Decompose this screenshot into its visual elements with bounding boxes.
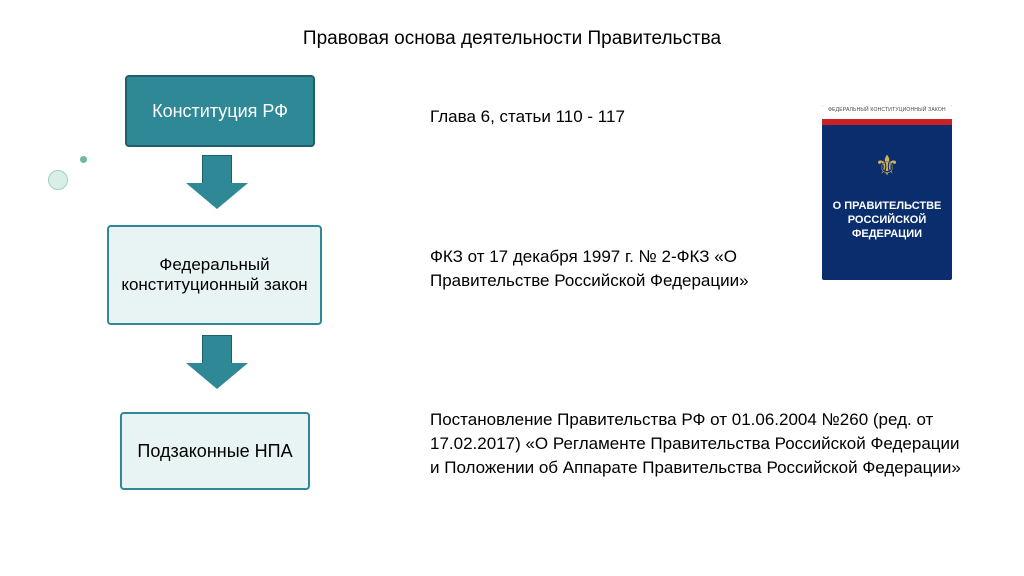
book-title-text: О ПРАВИТЕЛЬСТВЕ РОССИЙСКОЙ ФЕДЕРАЦИИ (830, 200, 944, 241)
arrow-head (186, 363, 248, 389)
flow-box-npa: Подзаконные НПА (120, 412, 310, 490)
desc-npa: Постановление Правительства РФ от 01.06.… (430, 408, 970, 479)
arrow-stem (202, 335, 232, 363)
desc-fkz: ФКЗ от 17 декабря 1997 г. № 2-ФКЗ «О Пра… (430, 245, 810, 293)
desc-constitution: Глава 6, статьи 110 - 117 (430, 105, 810, 129)
coat-of-arms-icon: ⚜ (822, 149, 952, 182)
flow-box-label: Подзаконные НПА (137, 441, 292, 462)
slide-title: Правовая основа деятельности Правительст… (0, 28, 1024, 50)
slide-bullet-icon (48, 170, 68, 190)
flow-box-label: Конституция РФ (152, 101, 288, 122)
book-cover: ФЕДЕРАЛЬНЫЙ КОНСТИТУЦИОННЫЙ ЗАКОН ⚜ О ПР… (822, 105, 952, 280)
flow-box-constitution: Конституция РФ (125, 75, 315, 147)
slide-bullet-dot-icon (80, 156, 87, 163)
flow-box-label: Федеральный конституционный закон (117, 255, 312, 295)
book-flag-blue (822, 125, 952, 131)
book-top-label: ФЕДЕРАЛЬНЫЙ КОНСТИТУЦИОННЫЙ ЗАКОН (822, 107, 952, 113)
arrow-stem (202, 155, 232, 183)
arrow-head (186, 183, 248, 209)
flow-box-fkz: Федеральный конституционный закон (107, 225, 322, 325)
